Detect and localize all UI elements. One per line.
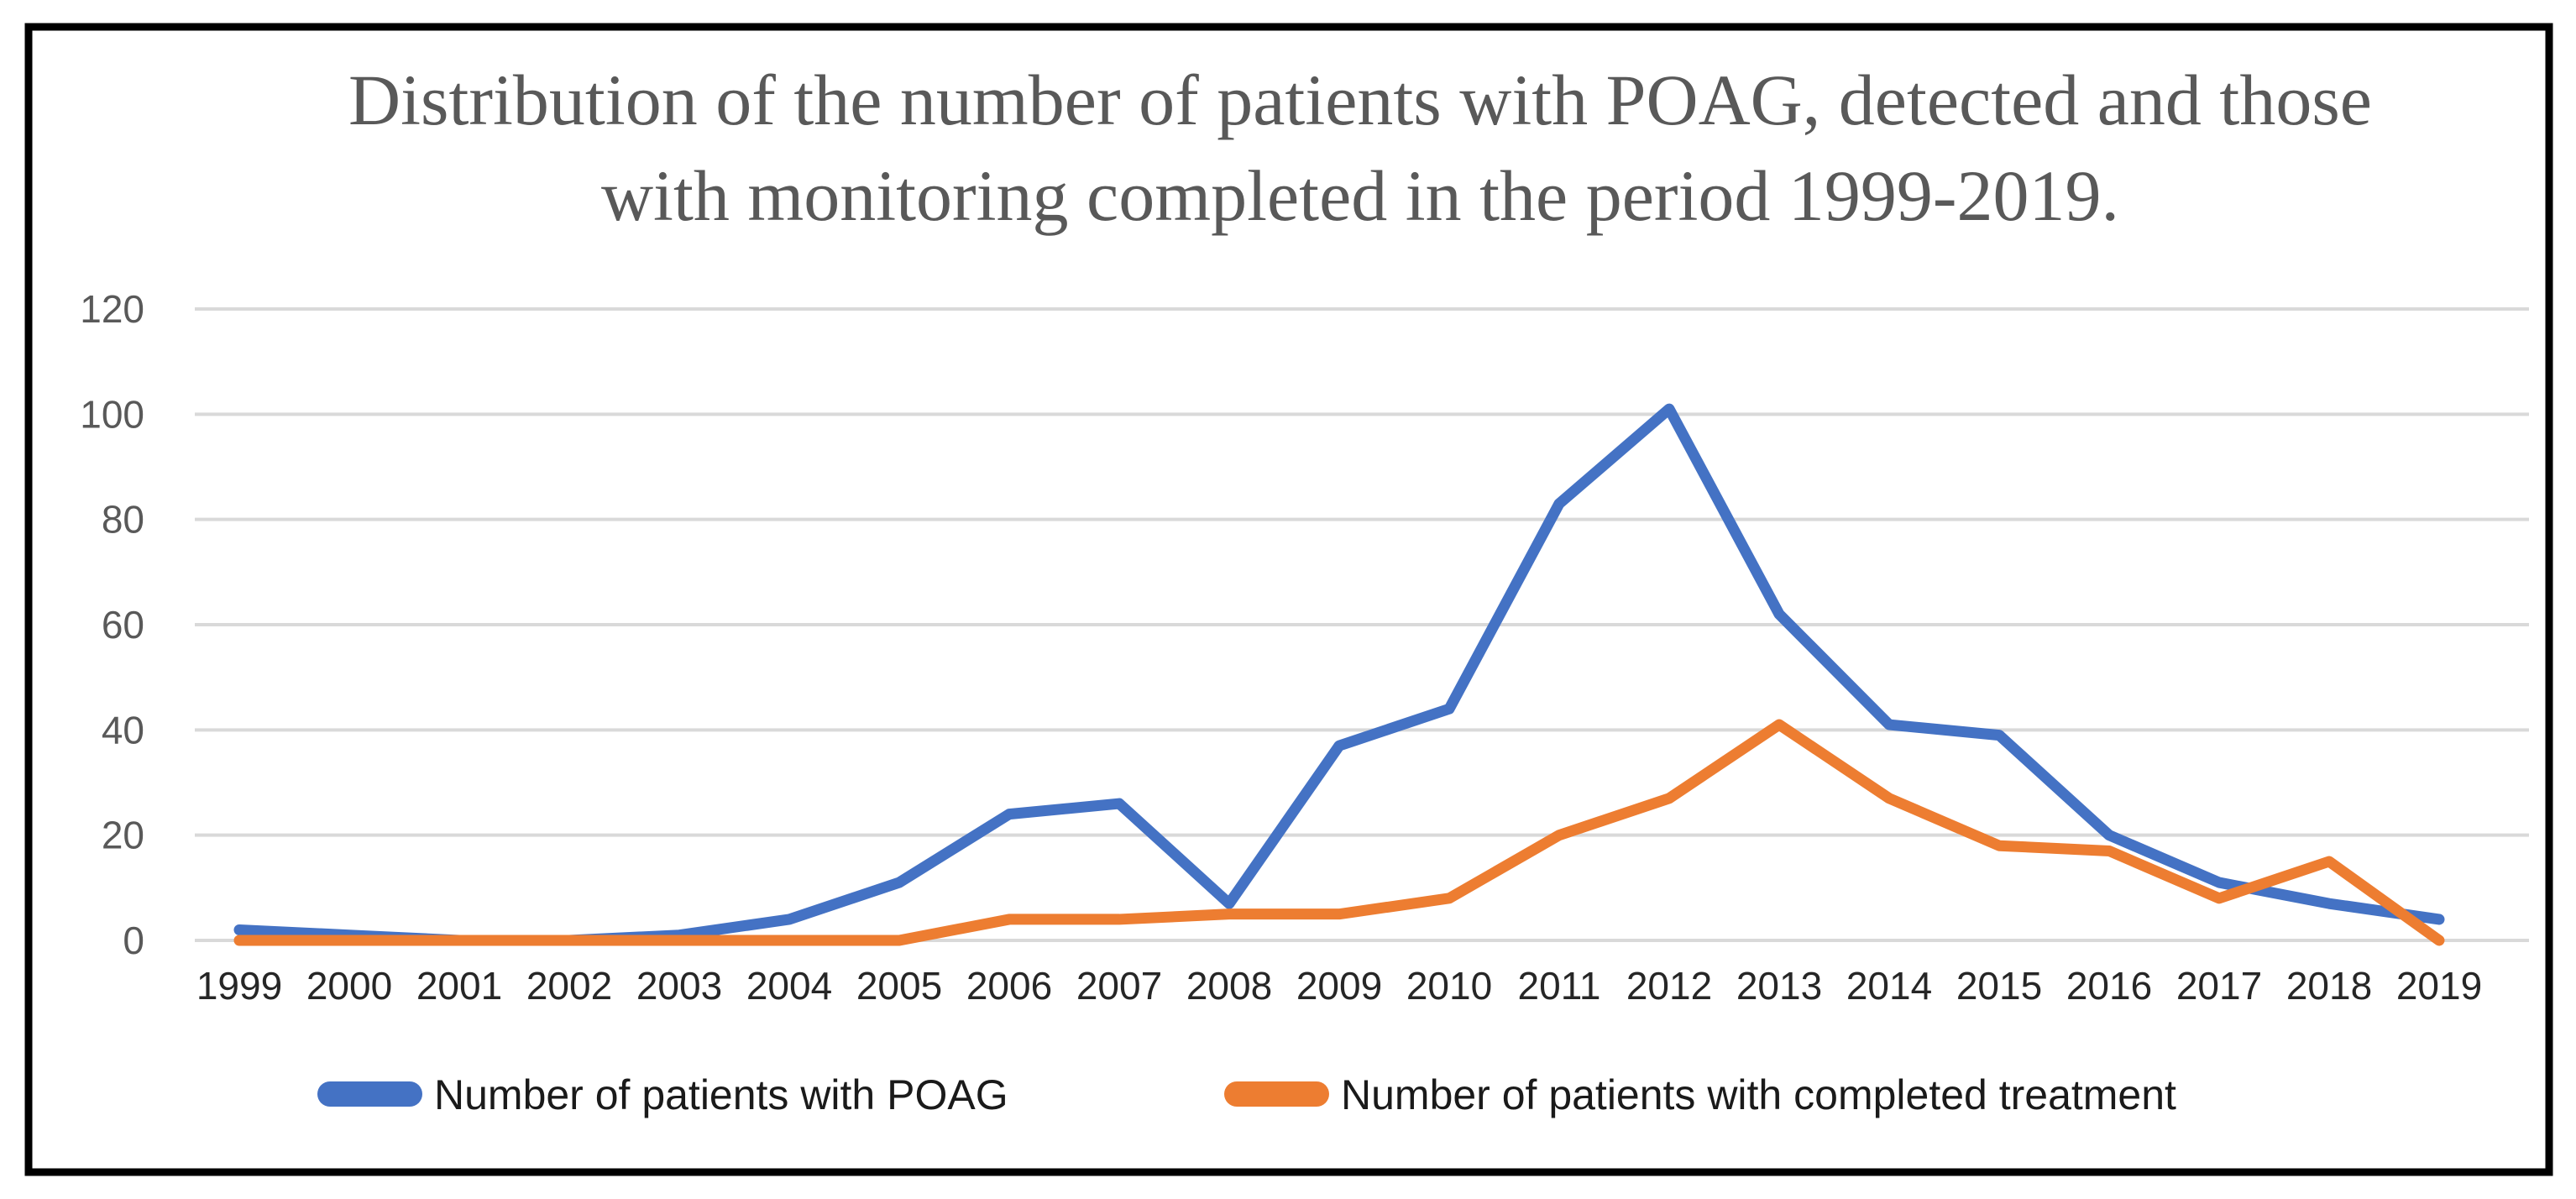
series-line-completed-treatment	[233, 719, 2445, 946]
chart-title-line-1: Distribution of the number of patients w…	[348, 60, 2372, 140]
x-tick-label-2006: 2006	[966, 964, 1052, 1008]
x-tick-label-2011: 2011	[1518, 964, 1601, 1008]
x-axis-labels: 1999 2000 2001 2002 2003 2004 2005 2006 2007 2008…	[196, 964, 2482, 1008]
x-tick-label-2000: 2000	[306, 964, 392, 1008]
legend: Number of patients with POAG Number of pa…	[317, 1071, 2176, 1118]
y-tick-label-120: 120	[80, 287, 144, 331]
y-tick-label-100: 100	[80, 392, 144, 436]
gridlines	[195, 307, 2529, 942]
chart-border	[24, 23, 2553, 1176]
x-tick-label-2010: 2010	[1406, 964, 1492, 1008]
series-lines	[233, 403, 2445, 946]
x-tick-label-2005: 2005	[856, 964, 942, 1008]
y-tick-label-60: 60	[102, 603, 144, 647]
x-tick-label-2013: 2013	[1736, 964, 1822, 1008]
legend-label-poag: Number of patients with POAG	[434, 1071, 1008, 1118]
x-tick-label-2017: 2017	[2176, 964, 2262, 1008]
x-tick-label-2016: 2016	[2066, 964, 2152, 1008]
x-tick-label-2008: 2008	[1186, 964, 1272, 1008]
x-tick-label-2009: 2009	[1296, 964, 1382, 1008]
legend-label-completed-treatment: Number of patients with completed treatm…	[1341, 1071, 2176, 1118]
y-tick-label-0: 0	[123, 919, 144, 962]
x-tick-label-2001: 2001	[416, 964, 502, 1008]
x-tick-label-2012: 2012	[1626, 964, 1712, 1008]
y-tick-label-80: 80	[102, 498, 144, 542]
x-tick-label-2018: 2018	[2286, 964, 2372, 1008]
legend-item-poag: Number of patients with POAG	[317, 1071, 1008, 1118]
x-tick-label-2004: 2004	[746, 964, 832, 1008]
x-tick-label-1999: 1999	[196, 964, 282, 1008]
x-tick-label-2007: 2007	[1076, 964, 1162, 1008]
chart-title-line-2: with monitoring completed in the period …	[601, 155, 2119, 236]
y-tick-label-20: 20	[102, 814, 144, 857]
y-tick-label-40: 40	[102, 708, 144, 751]
x-tick-label-2015: 2015	[1956, 964, 2042, 1008]
x-tick-label-2014: 2014	[1846, 964, 1932, 1008]
series-line-poag	[233, 403, 2445, 946]
x-tick-label-2019: 2019	[2396, 964, 2482, 1008]
legend-item-completed-treatment: Number of patients with completed treatm…	[1224, 1071, 2176, 1118]
x-tick-label-2002: 2002	[526, 964, 612, 1008]
y-axis-labels: 0 20 40 60 80 100 120	[80, 287, 144, 962]
x-tick-label-2003: 2003	[636, 964, 722, 1008]
